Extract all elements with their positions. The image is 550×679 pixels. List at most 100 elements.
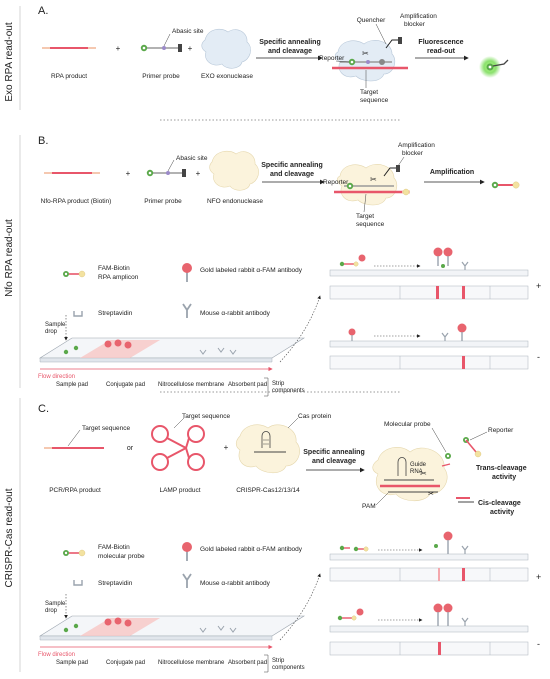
target-label-a1: Target (360, 89, 378, 96)
legend-b-amplicon-1: FAM-Biotin (98, 265, 130, 272)
result-b-plus: + (536, 281, 541, 291)
target-label-b1: Target (356, 213, 374, 220)
nfo-enzyme-blob (209, 150, 259, 191)
cas-protein-label: Cas protein (298, 413, 332, 420)
exo-complex: ✂ (332, 37, 408, 82)
or-label: or (127, 445, 134, 452)
primer-probe-a (140, 44, 182, 52)
legend-b-amplicon-2: RPA amplicon (98, 274, 139, 281)
abasic-label-b: Abasic site (176, 155, 208, 162)
blocker-label-a1: Amplification (400, 13, 437, 20)
guide-rna-label-2: RNA (410, 469, 423, 475)
panel-a: A. RPA product + Abasic site Primer prob… (38, 5, 509, 104)
result-positive-b (329, 247, 529, 300)
panel-b: B. Nfo-RPA product (Biotin) + Abasic sit… (38, 135, 541, 397)
plus-b2: + (196, 169, 201, 178)
step-c1-line2: and cleavage (312, 458, 356, 465)
strip-components-c-1: Strip (272, 658, 285, 664)
blocker-label-b1: Amplification (398, 142, 435, 149)
legend-b-gold: Gold labeled rabbit α-FAM antibody (200, 267, 303, 274)
component-b1-label: Nfo-RPA product (Biotin) (41, 198, 112, 205)
pad-b-3: Nitrocellulose membrane (158, 382, 225, 388)
result-negative-b (329, 323, 529, 370)
nfo-complex: ✂ (334, 164, 410, 206)
sample-drop-b-1: Sample (45, 322, 66, 328)
pad-c-2: Conjugate pad (106, 660, 145, 666)
legend-c-amplicon-2: molecular probe (98, 553, 145, 560)
plus-c: + (224, 443, 229, 452)
legend-b-strep: Streptavidin (98, 310, 133, 317)
amplified-product-b (491, 181, 520, 189)
pad-c-4: Absorbent pad (228, 660, 267, 666)
panel-c: C. Target sequence PCR/RPA product or Ta… (38, 403, 541, 673)
result-negative-c (329, 603, 529, 656)
svg-text:✂: ✂ (370, 175, 377, 184)
legend-c (63, 542, 192, 588)
side-label-c: CRISPR-Cas read-out (4, 488, 15, 587)
pad-c-3: Nitrocellulose membrane (158, 660, 225, 666)
pam-label: PAM (362, 503, 376, 510)
plus-b1: + (126, 169, 131, 178)
side-label-b: Nfo RPA read-out (4, 219, 15, 297)
flow-direction-c: Flow direction (38, 652, 75, 658)
target-seq-label-c1: Target sequence (82, 425, 130, 432)
target-label-a2: sequence (360, 97, 389, 104)
legend-b (63, 263, 192, 318)
plus-a1: + (116, 44, 121, 53)
strip-components-b-1: Strip (272, 381, 285, 387)
primer-probe-b (146, 169, 186, 177)
strip-components-b-2: components (272, 388, 305, 394)
result-c-plus: + (536, 572, 541, 582)
panel-a-letter: A. (38, 5, 48, 17)
legend-b-mouse: Mouse α-rabbit antibody (200, 310, 271, 317)
result-positive-c (329, 531, 529, 582)
component-c1-label: PCR/RPA product (49, 487, 101, 494)
step-a1-line2: and cleavage (268, 48, 312, 55)
legend-c-amplicon-1: FAM-Biotin (98, 544, 130, 551)
molecular-probe-label: Molecular probe (384, 421, 431, 428)
plus-a2: + (188, 44, 193, 53)
blocker-label-a2: blocker (404, 21, 426, 28)
reporter-label-a: Reporter (319, 55, 345, 62)
sample-drop-c-1: Sample (45, 601, 66, 607)
side-label-a: Exo RPA read-out (4, 22, 15, 102)
step-b2-label: Amplification (430, 169, 474, 176)
strip-components-c-2: components (272, 665, 305, 671)
legend-c-mouse: Mouse α-rabbit antibody (200, 580, 271, 587)
step-a1-line1: Specific annealing (259, 39, 320, 46)
component-b2-label: Primer probe (144, 198, 182, 205)
svg-text:✂: ✂ (362, 49, 369, 58)
target-label-b2: sequence (356, 221, 385, 228)
quencher-label-a: Quencher (357, 17, 386, 24)
legend-c-strep: Streptavidin (98, 580, 133, 587)
sample-drop-b-2: drop (45, 329, 58, 335)
result-b-minus: - (537, 352, 540, 362)
component-a1-label: RPA product (51, 73, 87, 80)
trans-cleavage-label-2: activity (492, 474, 516, 481)
step-a2-line2: read-out (427, 48, 456, 55)
sample-drop-c-2: drop (45, 608, 58, 614)
blocker-label-b2: blocker (402, 150, 424, 157)
lateral-flow-strip-b (38, 295, 321, 397)
component-a2-label: Primer probe (142, 73, 180, 80)
step-c1-line1: Specific annealing (303, 449, 364, 456)
fluorescent-reporter (479, 56, 509, 78)
legend-c-gold: Gold labeled rabbit α-FAM antibody (200, 546, 303, 553)
step-a2-line1: Fluorescence (418, 39, 463, 46)
cas-complex: ✂ ✂ (372, 437, 482, 503)
component-c2-label: LAMP product (159, 487, 200, 494)
svg-text:✂: ✂ (420, 469, 427, 478)
component-c3-label: CRISPR-Cas12/13/14 (236, 487, 300, 494)
target-seq-label-c2: Target sequence (182, 413, 230, 420)
component-b3-label: NFO endonuclease (207, 198, 263, 205)
pad-b-4: Absorbent pad (228, 382, 267, 388)
panel-c-letter: C. (38, 403, 49, 415)
reporter-label-c: Reporter (488, 427, 514, 434)
cis-cleavage-label-2: activity (490, 509, 514, 516)
guide-rna-label-1: Guide (410, 462, 427, 468)
panel-b-letter: B. (38, 135, 48, 147)
trans-cleavage-label-1: Trans-cleavage (476, 465, 527, 472)
pad-b-1: Sample pad (56, 382, 88, 388)
exo-enzyme-blob (201, 28, 251, 69)
